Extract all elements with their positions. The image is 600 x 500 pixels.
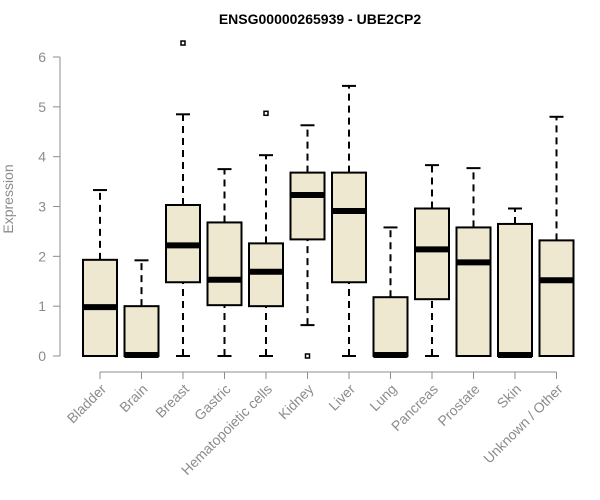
y-tick-label: 3 bbox=[38, 199, 46, 215]
iqr-box bbox=[123, 305, 160, 357]
box-lung bbox=[372, 226, 409, 359]
y-tick-label: 6 bbox=[38, 49, 46, 65]
y-tick-label: 0 bbox=[38, 348, 46, 364]
y-tick-label: 4 bbox=[38, 149, 46, 165]
outlier-point bbox=[180, 40, 186, 46]
iqr-box bbox=[331, 171, 367, 284]
box-breast bbox=[165, 40, 201, 357]
iqr-box bbox=[206, 221, 243, 307]
x-tick-label: Brain bbox=[116, 381, 150, 415]
iqr-box bbox=[372, 296, 409, 357]
x-tick-label: Kidney bbox=[275, 381, 317, 423]
box-kidney bbox=[289, 124, 326, 359]
box-gastric bbox=[206, 168, 243, 357]
x-tick-label: Unknown / Other bbox=[480, 381, 566, 467]
box-unknown-other bbox=[538, 115, 575, 358]
y-tick-label: 2 bbox=[38, 248, 46, 264]
x-tick-label: Prostate bbox=[434, 381, 482, 429]
box-pancreas bbox=[414, 164, 450, 357]
x-tick-label: Breast bbox=[152, 381, 192, 421]
iqr-box bbox=[538, 239, 575, 358]
y-tick-label: 1 bbox=[38, 298, 46, 314]
box-bladder bbox=[82, 189, 118, 357]
y-axis-title: Expression bbox=[0, 164, 16, 233]
box-prostate bbox=[455, 167, 492, 357]
box-hematopoietic-cells bbox=[248, 110, 284, 357]
iqr-box bbox=[414, 207, 450, 301]
outlier-point bbox=[304, 353, 311, 359]
box-skin bbox=[497, 207, 533, 359]
x-tick-label: Skin bbox=[494, 381, 525, 412]
y-tick-label: 5 bbox=[38, 99, 46, 115]
iqr-box bbox=[455, 226, 492, 357]
outlier-point bbox=[263, 110, 269, 117]
iqr-box bbox=[289, 171, 326, 241]
box-brain bbox=[123, 259, 160, 359]
x-tick-label: Bladder bbox=[64, 381, 110, 427]
iqr-box bbox=[497, 222, 533, 357]
box-liver bbox=[331, 84, 367, 357]
chart-title: ENSG00000265939 - UBE2CP2 bbox=[219, 11, 422, 27]
x-tick-label: Lung bbox=[366, 381, 399, 414]
x-tick-label: Liver bbox=[325, 381, 358, 414]
